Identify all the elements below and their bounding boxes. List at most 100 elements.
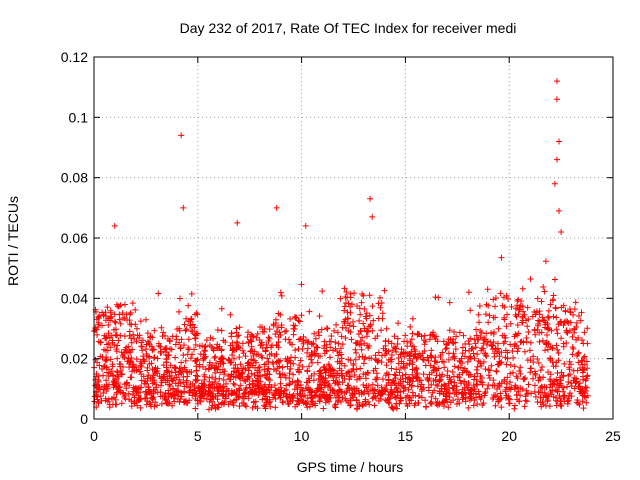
data-point <box>517 338 524 345</box>
data-point <box>372 352 379 359</box>
data-point <box>188 290 195 297</box>
data-point <box>316 332 323 339</box>
data-point <box>363 382 370 389</box>
data-point <box>356 305 363 312</box>
data-point <box>407 323 414 330</box>
data-point <box>387 358 394 365</box>
data-point <box>194 330 201 337</box>
data-point <box>455 389 462 396</box>
data-point <box>196 343 203 350</box>
data-point <box>193 367 200 374</box>
data-point <box>128 335 135 342</box>
data-point <box>581 353 588 360</box>
data-point <box>575 313 582 320</box>
data-point <box>247 348 254 355</box>
data-point <box>254 330 261 337</box>
data-point <box>120 390 127 397</box>
data-point <box>165 352 172 359</box>
data-point <box>440 338 447 345</box>
data-point <box>344 309 351 316</box>
data-point <box>583 384 590 391</box>
data-point <box>516 306 523 313</box>
data-point <box>153 381 160 388</box>
data-point <box>532 393 539 400</box>
data-point <box>138 371 145 378</box>
data-point <box>205 387 212 394</box>
data-point <box>395 320 402 327</box>
data-point <box>303 379 310 386</box>
data-point <box>383 362 390 369</box>
data-point <box>356 399 363 406</box>
data-point <box>309 341 316 348</box>
data-point <box>273 204 280 211</box>
data-point <box>186 389 193 396</box>
data-point <box>172 354 179 361</box>
data-point <box>158 400 165 407</box>
data-point <box>403 362 410 369</box>
data-point <box>141 380 148 387</box>
data-point <box>100 311 107 318</box>
data-point <box>237 361 244 368</box>
data-point <box>360 371 367 378</box>
data-point <box>317 353 324 360</box>
data-point <box>113 346 120 353</box>
data-point <box>583 399 590 406</box>
data-point <box>560 302 567 309</box>
data-point <box>515 311 522 318</box>
data-point <box>483 353 490 360</box>
data-point <box>211 354 218 361</box>
data-point <box>580 340 587 347</box>
data-point <box>178 336 185 343</box>
data-point <box>569 344 576 351</box>
data-point <box>475 311 482 318</box>
data-point <box>149 346 156 353</box>
data-point <box>143 401 150 408</box>
data-point <box>569 351 576 358</box>
grid <box>94 57 613 419</box>
data-point <box>207 381 214 388</box>
data-point <box>172 369 179 376</box>
data-point <box>571 326 578 333</box>
data-point <box>580 405 587 412</box>
data-point <box>437 354 444 361</box>
data-point <box>503 380 510 387</box>
data-point <box>466 371 473 378</box>
data-point <box>202 343 209 350</box>
data-point <box>365 390 372 397</box>
data-point <box>534 295 541 302</box>
data-point <box>213 360 220 367</box>
data-point <box>534 322 541 329</box>
data-point <box>324 325 331 332</box>
data-point <box>126 321 133 328</box>
data-point <box>456 371 463 378</box>
data-point <box>115 337 122 344</box>
data-point <box>512 311 519 318</box>
data-point <box>277 380 284 387</box>
data-point <box>469 345 476 352</box>
data-point <box>485 372 492 379</box>
data-point <box>372 335 379 342</box>
data-point <box>446 394 453 401</box>
data-point <box>374 382 381 389</box>
data-point <box>362 398 369 405</box>
data-point <box>486 367 493 374</box>
data-point <box>461 365 468 372</box>
data-point <box>295 378 302 385</box>
data-point <box>116 311 123 318</box>
data-point <box>193 377 200 384</box>
data-point <box>556 207 563 214</box>
data-point <box>458 355 465 362</box>
data-point <box>236 354 243 361</box>
data-point <box>342 300 349 307</box>
data-point <box>128 339 135 346</box>
data-point <box>150 394 157 401</box>
data-point <box>283 328 290 335</box>
data-point <box>149 380 156 387</box>
data-point <box>564 318 571 325</box>
data-point <box>413 355 420 362</box>
data-point <box>334 399 341 406</box>
data-point <box>180 352 187 359</box>
data-point <box>578 390 585 397</box>
data-point <box>360 382 367 389</box>
data-point <box>568 383 575 390</box>
